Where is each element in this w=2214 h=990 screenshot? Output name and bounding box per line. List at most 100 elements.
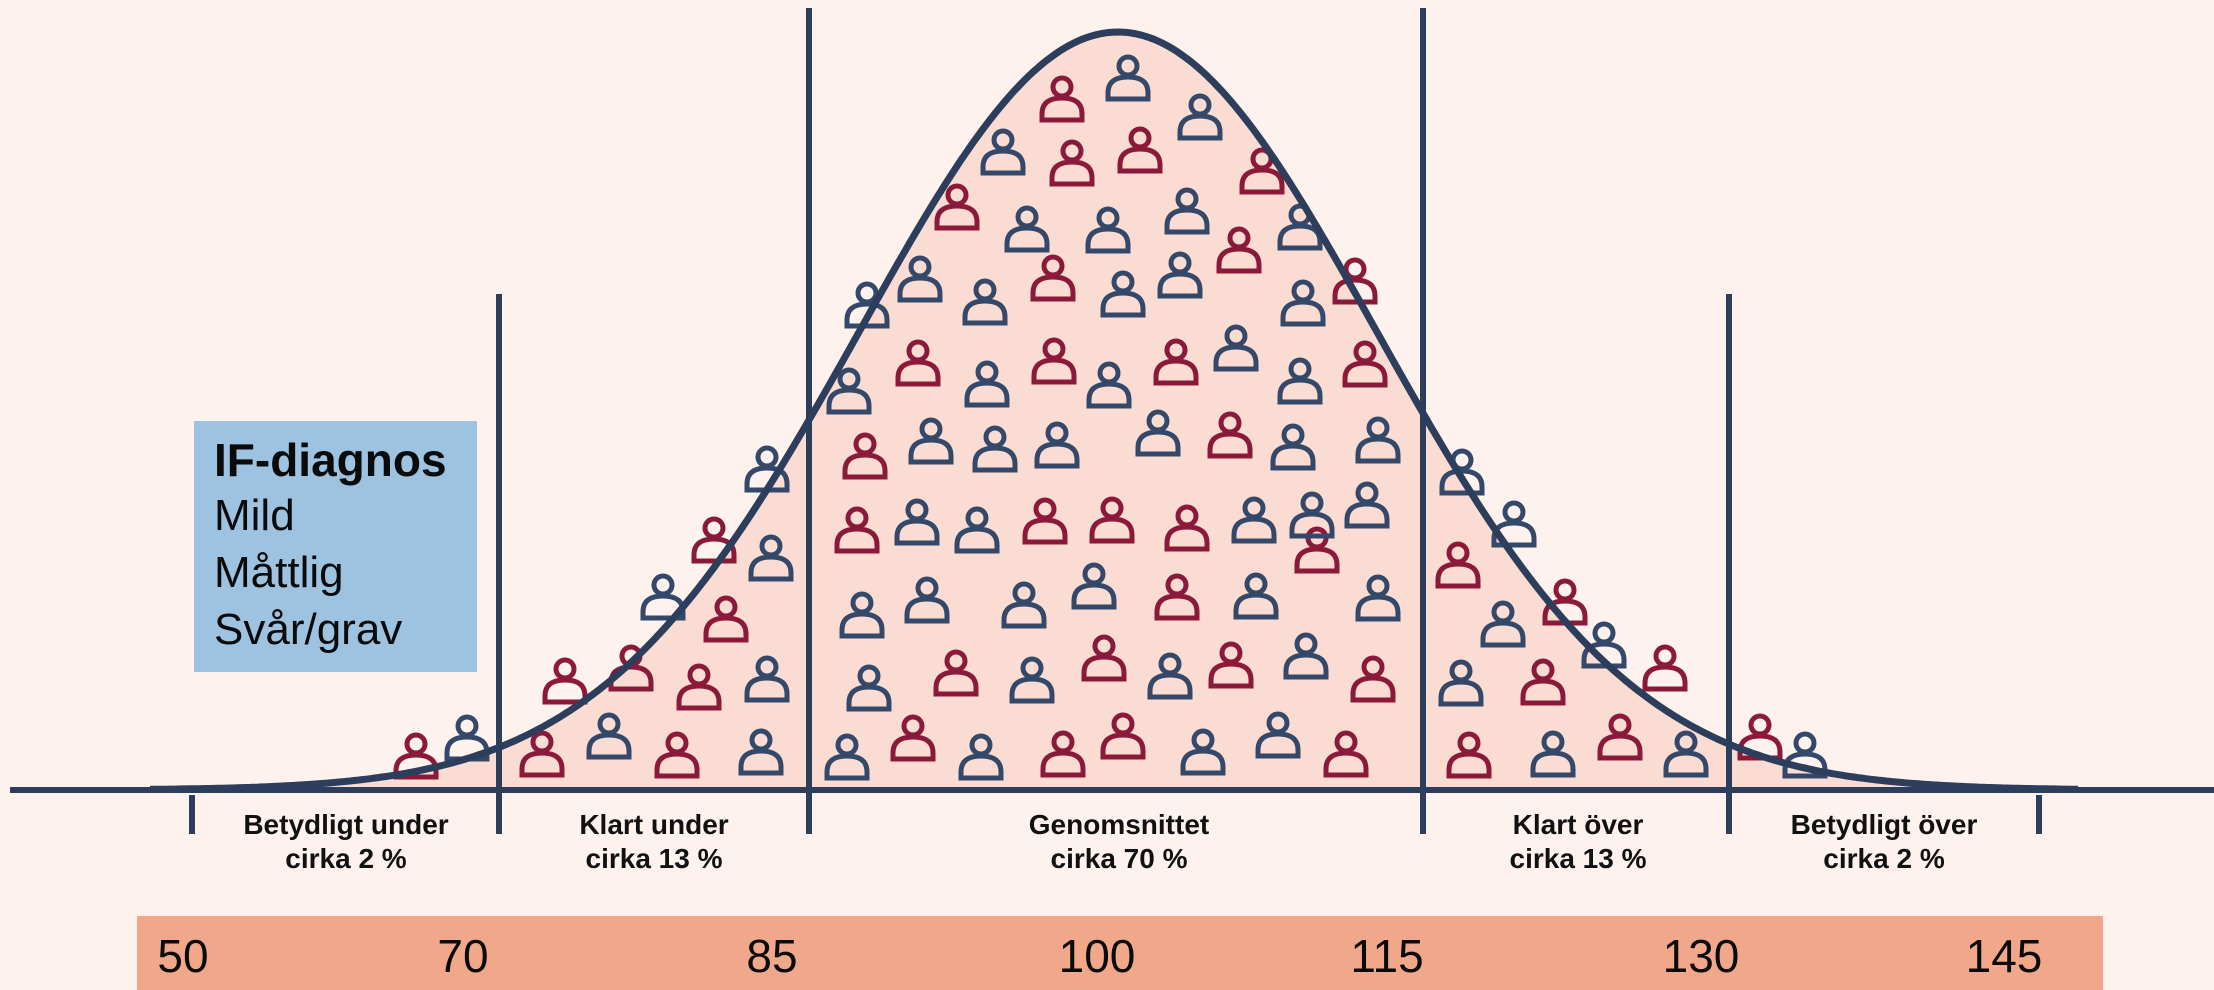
- category-percent: cirka 2 %: [285, 843, 407, 874]
- category-percent: cirka 13 %: [1509, 843, 1647, 874]
- person-icon: [1089, 496, 1135, 544]
- person-icon: [1157, 251, 1203, 299]
- category-label: Betydligt under: [243, 809, 449, 840]
- person-icon: [1277, 357, 1323, 405]
- person-icon: [1208, 641, 1254, 689]
- person-icon: [1581, 621, 1627, 669]
- person-icon: [654, 731, 700, 779]
- scale-label: 100: [1058, 930, 1136, 982]
- person-icon: [1231, 496, 1277, 544]
- scale-label: 70: [437, 930, 489, 982]
- person-icon: [1180, 728, 1226, 776]
- person-icon: [1280, 279, 1326, 327]
- person-icon: [834, 506, 880, 554]
- person-icon: [826, 367, 872, 415]
- person-icon: [1039, 75, 1085, 123]
- person-icon: [1030, 254, 1076, 302]
- person-icon: [958, 733, 1004, 781]
- person-icon: [1350, 655, 1396, 703]
- person-icon: [1520, 658, 1566, 706]
- category-significantly-below: Betydligt under cirka 2 %: [243, 808, 448, 876]
- person-icon: [1355, 574, 1401, 622]
- person-icon: [1009, 656, 1055, 704]
- person-icon: [1100, 712, 1146, 760]
- person-icon: [904, 576, 950, 624]
- person-icon: [519, 730, 565, 778]
- person-icon: [1086, 361, 1132, 409]
- category-label: Klart över: [1512, 809, 1644, 840]
- category-label: Genomsnittet: [1028, 809, 1210, 840]
- person-icon: [748, 534, 794, 582]
- person-icon: [1480, 600, 1526, 648]
- person-icon: [1100, 270, 1146, 318]
- scale-label: 85: [746, 930, 798, 982]
- person-icon: [1332, 257, 1378, 305]
- person-icon: [895, 339, 941, 387]
- person-icon: [1071, 562, 1117, 610]
- person-icon: [1435, 541, 1481, 589]
- person-icon: [703, 595, 749, 643]
- person-icon: [1117, 126, 1163, 174]
- legend-item-moderate: Måttlig: [214, 548, 344, 597]
- person-icon: [980, 128, 1026, 176]
- iq-scale-bar: [137, 916, 2103, 990]
- person-icon: [1642, 644, 1688, 692]
- person-icon: [1034, 421, 1080, 469]
- person-icon: [1233, 572, 1279, 620]
- person-icon: [846, 664, 892, 712]
- legend-title: IF-diagnos: [214, 434, 447, 486]
- person-icon: [1105, 54, 1151, 102]
- person-icon: [1164, 187, 1210, 235]
- person-icon: [934, 183, 980, 231]
- person-icon: [894, 498, 940, 546]
- person-icon: [1164, 504, 1210, 552]
- person-icon: [1081, 634, 1127, 682]
- person-icon: [1323, 730, 1369, 778]
- person-icon: [738, 728, 784, 776]
- person-icon: [744, 445, 790, 493]
- person-icon: [933, 649, 979, 697]
- person-icon: [908, 417, 954, 465]
- person-icon: [1216, 226, 1262, 274]
- person-icon: [1085, 206, 1131, 254]
- legend-item-severe: Svår/grav: [214, 605, 403, 654]
- bell-curve-fill: [150, 32, 2080, 790]
- legend-item-mild: Mild: [214, 491, 295, 540]
- category-significantly-above: Betydligt över cirka 2 %: [1791, 808, 1978, 876]
- person-icon: [1289, 491, 1335, 539]
- scale-label: 145: [1965, 930, 2043, 982]
- scale-label: 115: [1350, 930, 1424, 982]
- person-icon: [586, 712, 632, 760]
- person-icon: [1135, 409, 1181, 457]
- person-icon: [1049, 139, 1095, 187]
- person-icon: [691, 516, 737, 564]
- person-icon: [1147, 652, 1193, 700]
- person-icon: [542, 657, 588, 705]
- category-percent: cirka 2 %: [1823, 843, 1945, 874]
- scale-label: 130: [1662, 930, 1740, 982]
- scale-label: 50: [157, 930, 209, 982]
- person-icon: [1530, 730, 1576, 778]
- diagnosis-legend: IF-diagnos Mild Måttlig Svår/grav: [194, 421, 477, 672]
- category-label: Klart under: [579, 809, 729, 840]
- person-icon: [1213, 324, 1259, 372]
- person-icon: [964, 360, 1010, 408]
- person-icon: [1031, 337, 1077, 385]
- person-icon: [1154, 573, 1200, 621]
- category-average: Genomsnittet cirka 70 %: [1029, 808, 1209, 876]
- person-icon: [1542, 578, 1588, 626]
- person-icon: [1355, 416, 1401, 464]
- person-icon: [824, 733, 870, 781]
- person-icon: [1001, 581, 1047, 629]
- person-icon: [1344, 481, 1390, 529]
- person-icon: [1153, 338, 1199, 386]
- person-icon: [1342, 340, 1388, 388]
- person-icon: [962, 278, 1008, 326]
- person-icon: [1022, 497, 1068, 545]
- person-icon: [972, 425, 1018, 473]
- person-icon: [842, 432, 888, 480]
- person-icon: [839, 591, 885, 639]
- person-icon: [1207, 411, 1253, 459]
- person-icon: [1663, 730, 1709, 778]
